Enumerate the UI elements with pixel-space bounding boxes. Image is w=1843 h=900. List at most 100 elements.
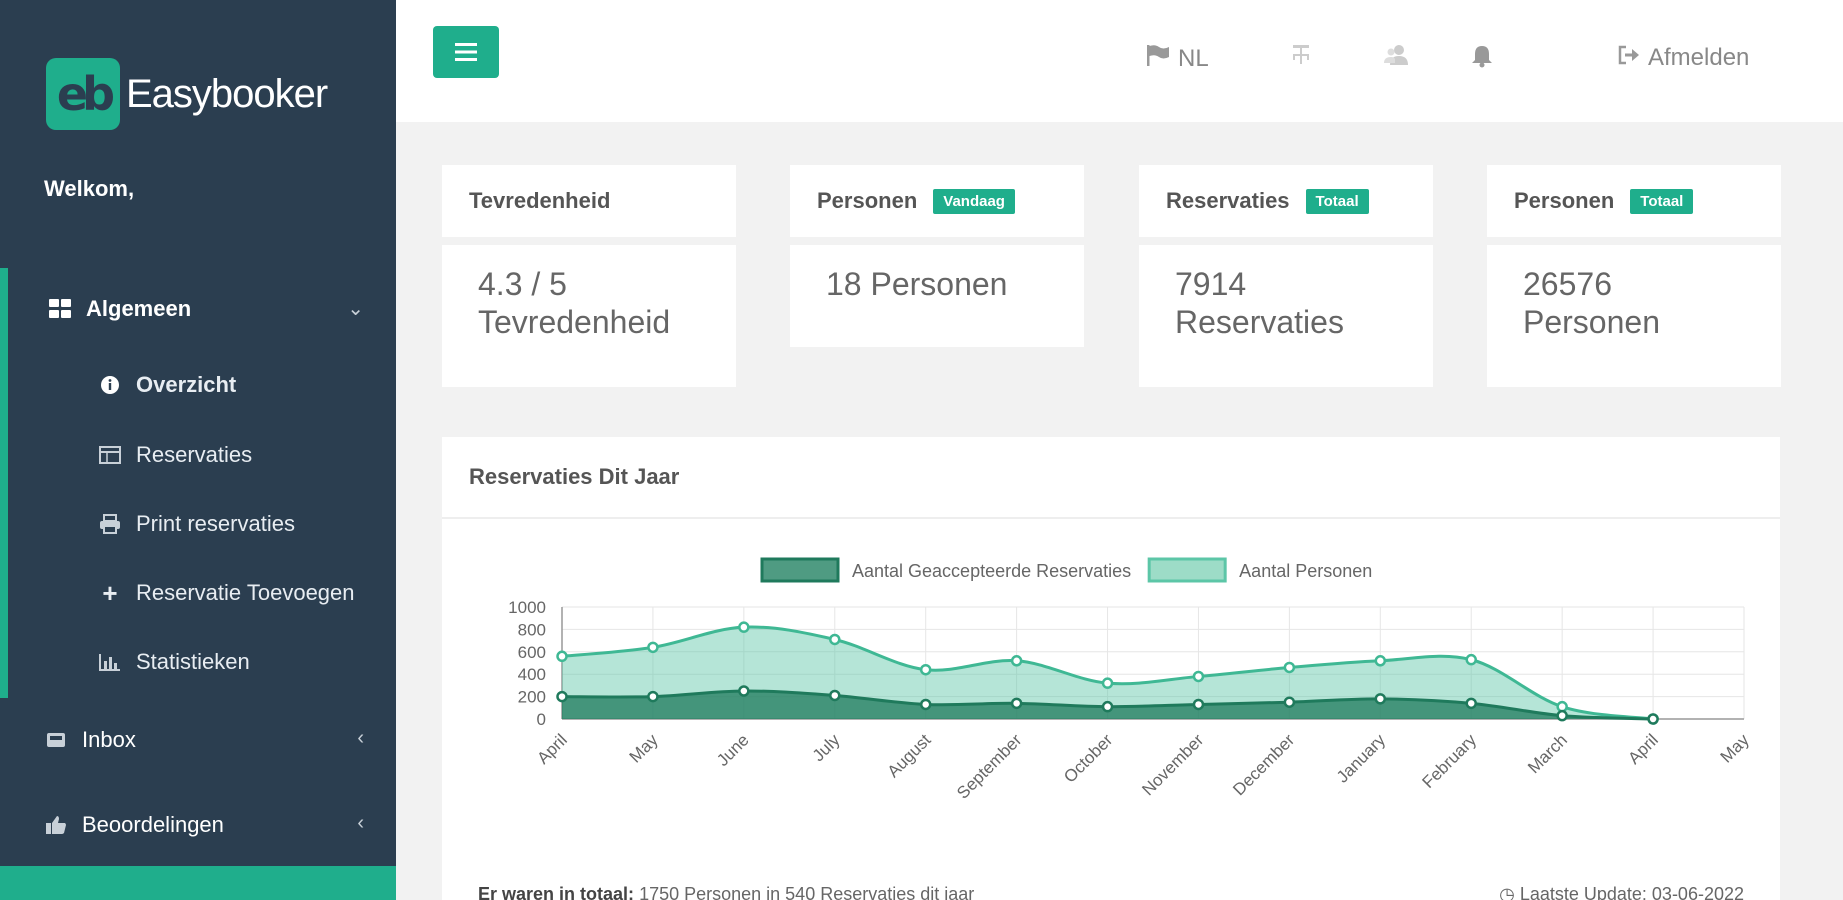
panel-header: Reservaties Dit Jaar	[442, 437, 1780, 519]
users-button[interactable]	[1383, 44, 1417, 73]
x-tick-label: September	[953, 730, 1025, 802]
data-point	[1556, 709, 1568, 722]
hamburger-icon	[455, 43, 477, 61]
panel-title: Reservaties Dit Jaar	[469, 464, 680, 489]
card-value: 4.3 / 5 Tevredenheid	[478, 266, 671, 340]
data-point	[1465, 653, 1477, 666]
print-icon	[98, 512, 122, 536]
data-point	[556, 690, 568, 703]
data-point	[647, 641, 659, 654]
x-tick-label: March	[1524, 730, 1571, 777]
card-title: Personen	[1514, 188, 1615, 213]
data-point	[1010, 655, 1023, 667]
sidebar-item-reservatie-toevoegen[interactable]: + Reservatie Toevoegen	[98, 578, 355, 608]
notifications-button[interactable]	[1470, 44, 1502, 75]
sidebar-section-label: Beoordelingen	[82, 812, 224, 837]
x-tick-label: April	[1624, 730, 1661, 767]
y-tick-label: 800	[518, 620, 546, 639]
card-title: Personen	[817, 188, 918, 213]
inbox-icon	[44, 728, 68, 752]
card-tag-badge: Totaal	[1630, 188, 1694, 214]
data-point	[829, 689, 841, 702]
sitemap-button[interactable]	[1289, 44, 1321, 73]
stat-card-reservaties-totaal: Reservaties Totaal 7914 Reservaties	[1139, 165, 1433, 387]
bar-chart-icon	[98, 650, 122, 674]
sidebar-section-label: Algemeen	[86, 296, 192, 321]
data-point	[1283, 661, 1296, 674]
sitemap-icon	[1289, 44, 1313, 73]
top-navbar: NL 1 Afmelden	[396, 0, 1843, 122]
data-point	[1101, 700, 1114, 713]
card-header: Personen Vandaag	[790, 165, 1084, 245]
y-tick-label: 400	[518, 665, 546, 684]
data-point	[1192, 698, 1205, 711]
data-point	[647, 690, 659, 703]
language-label: NL	[1178, 44, 1209, 72]
x-tick-label: June	[713, 730, 753, 770]
data-point	[1374, 655, 1387, 667]
x-tick-label: January	[1333, 730, 1390, 787]
logo-icon: eb	[46, 58, 120, 130]
sidebar-item-label: Overzicht	[136, 372, 237, 397]
chart-footer-summary: Er waren in totaal: 1750 Personen in 540…	[478, 884, 974, 900]
sidebar-section-partial[interactable]	[0, 866, 396, 900]
sidebar-item-label: Statistieken	[136, 649, 250, 674]
welcome-text: Welkom,	[44, 176, 135, 201]
thumbs-up-icon	[44, 813, 68, 837]
sidebar-item-overzicht[interactable]: Overzicht	[98, 372, 236, 398]
sidebar: eb Easybooker Welkom, Algemeen ⌄ Overzic…	[0, 0, 396, 900]
sidebar-section-label: Inbox	[82, 727, 136, 752]
info-icon	[98, 373, 122, 397]
x-tick-label: April	[533, 730, 570, 767]
x-tick-label: February	[1419, 730, 1481, 792]
sidebar-item-statistieken[interactable]: Statistieken	[98, 649, 250, 675]
last-update-text: Laatste Update: 03-06-2022	[1519, 884, 1744, 900]
sidebar-section-inbox[interactable]: Inbox	[44, 727, 136, 753]
flag-icon	[1146, 44, 1170, 73]
table-icon	[98, 443, 122, 467]
brand-logo[interactable]: eb Easybooker	[46, 58, 328, 130]
bell-icon	[1470, 44, 1494, 75]
active-section-indicator	[0, 268, 8, 698]
sidebar-item-label: Reservatie Toevoegen	[136, 580, 355, 605]
y-tick-label: 200	[518, 688, 546, 707]
data-point	[1010, 697, 1023, 710]
users-icon	[1383, 44, 1409, 73]
logout-icon	[1618, 44, 1640, 72]
menu-toggle-button[interactable]	[433, 26, 499, 78]
sidebar-item-print-reservaties[interactable]: Print reservaties	[98, 511, 295, 537]
x-tick-label: May	[626, 730, 662, 766]
y-tick-label: 1000	[508, 598, 546, 617]
summary-label: Er waren in totaal:	[478, 884, 635, 900]
x-tick-label: May	[1717, 730, 1753, 766]
data-point	[738, 621, 750, 633]
brand-name: Easybooker	[126, 71, 328, 116]
card-header: Tevredenheid	[442, 165, 736, 245]
dashboard-icon	[48, 297, 72, 321]
card-title: Tevredenheid	[469, 188, 611, 213]
chevron-left-icon: ‹	[357, 727, 364, 749]
card-value: 26576 Personen	[1523, 266, 1660, 340]
stat-card-personen-vandaag: Personen Vandaag 18 Personen	[790, 165, 1084, 347]
data-point	[556, 650, 568, 663]
sidebar-section-beoordelingen[interactable]: Beoordelingen	[44, 812, 224, 838]
summary-text: 1750 Personen in 540 Reservaties dit jaa…	[639, 884, 975, 900]
data-point	[919, 663, 932, 676]
y-tick-label: 600	[518, 643, 546, 662]
x-tick-label: November	[1138, 730, 1207, 799]
data-point	[1101, 677, 1114, 689]
logout-button[interactable]: Afmelden	[1618, 44, 1749, 72]
sidebar-item-label: Print reservaties	[136, 511, 295, 536]
card-tag-badge: Vandaag	[933, 188, 1015, 214]
data-point	[1374, 693, 1387, 705]
sidebar-section-algemeen[interactable]: Algemeen	[48, 296, 191, 322]
stat-card-personen-totaal: Personen Totaal 26576 Personen	[1487, 165, 1781, 387]
card-title: Reservaties	[1166, 188, 1290, 213]
sidebar-item-reservaties[interactable]: Reservaties	[98, 442, 252, 468]
reservations-area-chart: 0 200 400 600 800 1000 April May June July August S…	[508, 557, 1753, 803]
language-selector[interactable]: NL	[1146, 44, 1209, 73]
clock-icon: ◷	[1499, 884, 1515, 900]
data-point	[829, 633, 841, 646]
x-tick-label: October	[1060, 730, 1116, 786]
legend-label: Aantal Geaccepteerde Reservaties	[852, 561, 1131, 581]
